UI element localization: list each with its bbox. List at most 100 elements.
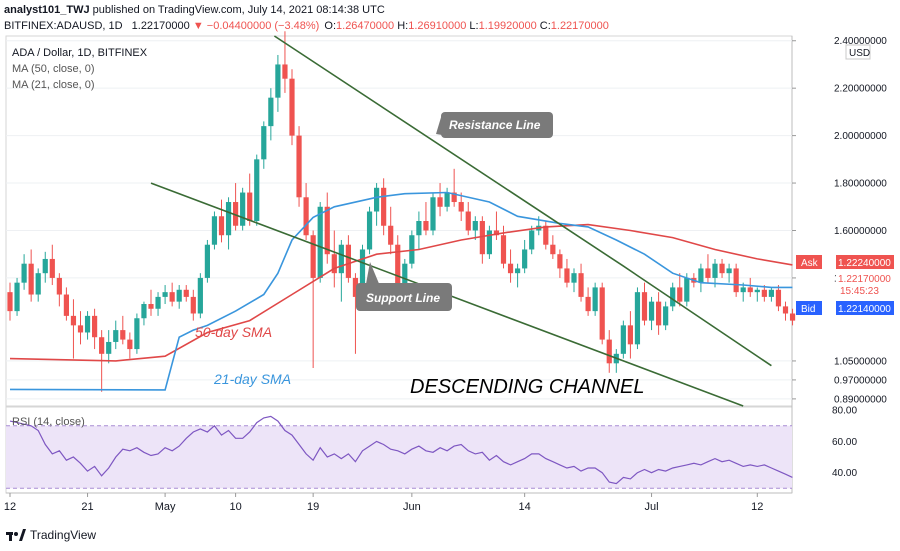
tradingview-brand: TradingView: [30, 528, 97, 542]
candle-body: [176, 289, 182, 302]
candle: [134, 313, 140, 354]
candle: [663, 301, 669, 331]
candle-body: [656, 301, 662, 326]
candle-body: [381, 187, 387, 226]
candle-body: [472, 221, 478, 231]
price-tick-label: 2.40000000: [834, 36, 887, 47]
candle-body: [77, 325, 84, 333]
currency-badge[interactable]: [845, 44, 871, 60]
candle-body: [437, 197, 443, 207]
candle: [768, 287, 774, 302]
candle-body: [599, 287, 605, 340]
candle: [782, 301, 789, 321]
candle: [507, 249, 514, 283]
price-tick-label: 1.60000000: [834, 226, 887, 237]
candle: [21, 254, 27, 290]
candle: [247, 173, 253, 226]
candle-body: [641, 292, 648, 321]
rsi-band: [6, 425, 792, 489]
candle-body: [247, 192, 253, 221]
axes: 2.40000000 2.20000000 2.00000000 1.80000000…: [4, 36, 887, 513]
candle-body: [634, 292, 641, 345]
candle-body: [162, 292, 168, 297]
candle: [670, 282, 676, 312]
candle: [296, 126, 302, 207]
candle: [761, 285, 767, 302]
candle: [451, 168, 457, 207]
candle-body: [374, 187, 380, 212]
publisher-name[interactable]: analyst101_TWJ: [4, 4, 90, 16]
candle-body: [578, 273, 584, 297]
candle: [352, 273, 359, 354]
candle-body: [240, 192, 246, 226]
candle: [444, 187, 450, 212]
candle-body: [113, 330, 119, 342]
candle-body: [726, 268, 732, 274]
candle-body: [42, 258, 48, 274]
candle-body: [127, 339, 133, 350]
candle: [289, 69, 295, 146]
candle: [486, 225, 492, 259]
candle: [282, 31, 288, 93]
candle-body: [529, 230, 535, 250]
candle: [522, 239, 528, 274]
candle: [641, 282, 648, 326]
tradingview-logo-icon: [6, 529, 26, 541]
price-tick-label: 0.97000000: [834, 375, 887, 386]
candle: [698, 263, 704, 293]
chart-legend-title: ADA / Dollar, 1D, BITFINEX: [12, 47, 148, 59]
indicator-lines: [9, 35, 793, 485]
candle: [204, 239, 210, 283]
candle: [240, 187, 246, 231]
candles: [7, 31, 796, 392]
candle-body: [705, 268, 711, 278]
candle: [120, 315, 126, 345]
candle: [543, 221, 549, 250]
candle-body: [677, 287, 683, 302]
candle-body: [289, 78, 295, 136]
candle-body: [395, 244, 401, 288]
sma21-annotation: 21-day SMA: [213, 371, 291, 387]
candle-body: [684, 277, 690, 302]
ask-tag: Ask 1.22240000: [796, 255, 894, 269]
candle: [338, 239, 344, 302]
candle: [437, 183, 443, 217]
tradingview-watermark[interactable]: TradingView: [6, 528, 96, 542]
candle-body: [648, 301, 655, 321]
price-pane[interactable]: [5, 35, 793, 407]
resistance-line: [273, 35, 772, 367]
price-tick-label: 0.89000000: [834, 394, 887, 405]
candle: [740, 282, 746, 302]
candle: [14, 277, 20, 316]
candle-body: [345, 244, 351, 278]
low-value: 1.19920000: [478, 20, 537, 32]
candle: [627, 311, 633, 359]
publish-info: published on TradingView.com, July 14, 2…: [92, 4, 385, 16]
candle: [366, 206, 373, 255]
time-tick-label: Jun: [403, 501, 421, 513]
candle: [77, 311, 84, 345]
candle-body: [507, 263, 514, 274]
candle: [70, 299, 77, 359]
candle-body: [106, 341, 112, 354]
ma50-line: [9, 223, 793, 362]
candle-body: [416, 221, 422, 236]
candle: [148, 289, 154, 316]
candle: [705, 254, 711, 283]
candle: [162, 285, 168, 305]
candle: [585, 287, 591, 316]
candle: [169, 282, 175, 307]
open-label: O:: [324, 20, 337, 32]
candle-body: [49, 258, 55, 278]
candle: [155, 292, 161, 316]
candle-body: [7, 292, 13, 312]
candle: [303, 183, 309, 240]
candle: [49, 244, 55, 286]
candle: [493, 211, 500, 240]
candle: [557, 249, 563, 278]
candle: [465, 202, 471, 236]
candle: [775, 285, 782, 312]
candle: [324, 192, 330, 264]
candle: [63, 287, 69, 321]
